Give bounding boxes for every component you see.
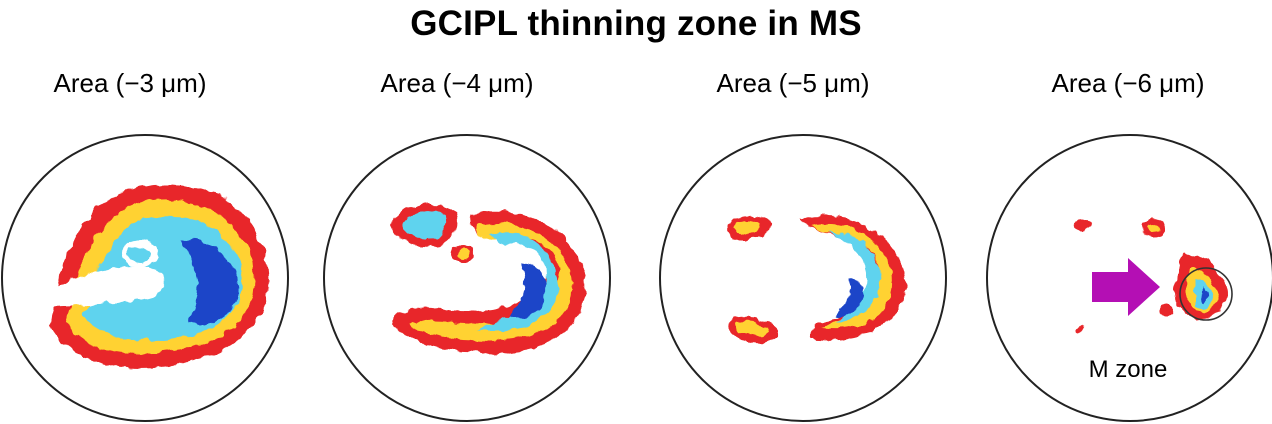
arrow-right-icon: [1092, 258, 1160, 316]
panel-5um: [659, 134, 947, 422]
retina-outline: [659, 134, 947, 422]
retina-outline: [323, 134, 611, 422]
panel-6um: [986, 134, 1272, 422]
panel-3um: [1, 134, 289, 422]
panel-label-4um: Area (−4 μm): [380, 68, 534, 98]
m-zone-label: M zone: [1088, 356, 1168, 383]
figure-title: GCIPL thinning zone in MS: [410, 4, 862, 43]
panel-label-3um: Area (−3 μm): [53, 68, 207, 98]
thinning-heatmap: [40, 184, 269, 368]
m-zone-circle: [1179, 267, 1233, 321]
panel-label-6um: Area (−6 μm): [1051, 68, 1205, 98]
panel-label-5um: Area (−5 μm): [716, 68, 870, 98]
panel-4um: [323, 134, 611, 422]
thinning-heatmap: [392, 203, 586, 354]
thinning-heatmap: [1074, 219, 1227, 334]
thinning-heatmap: [725, 215, 906, 343]
